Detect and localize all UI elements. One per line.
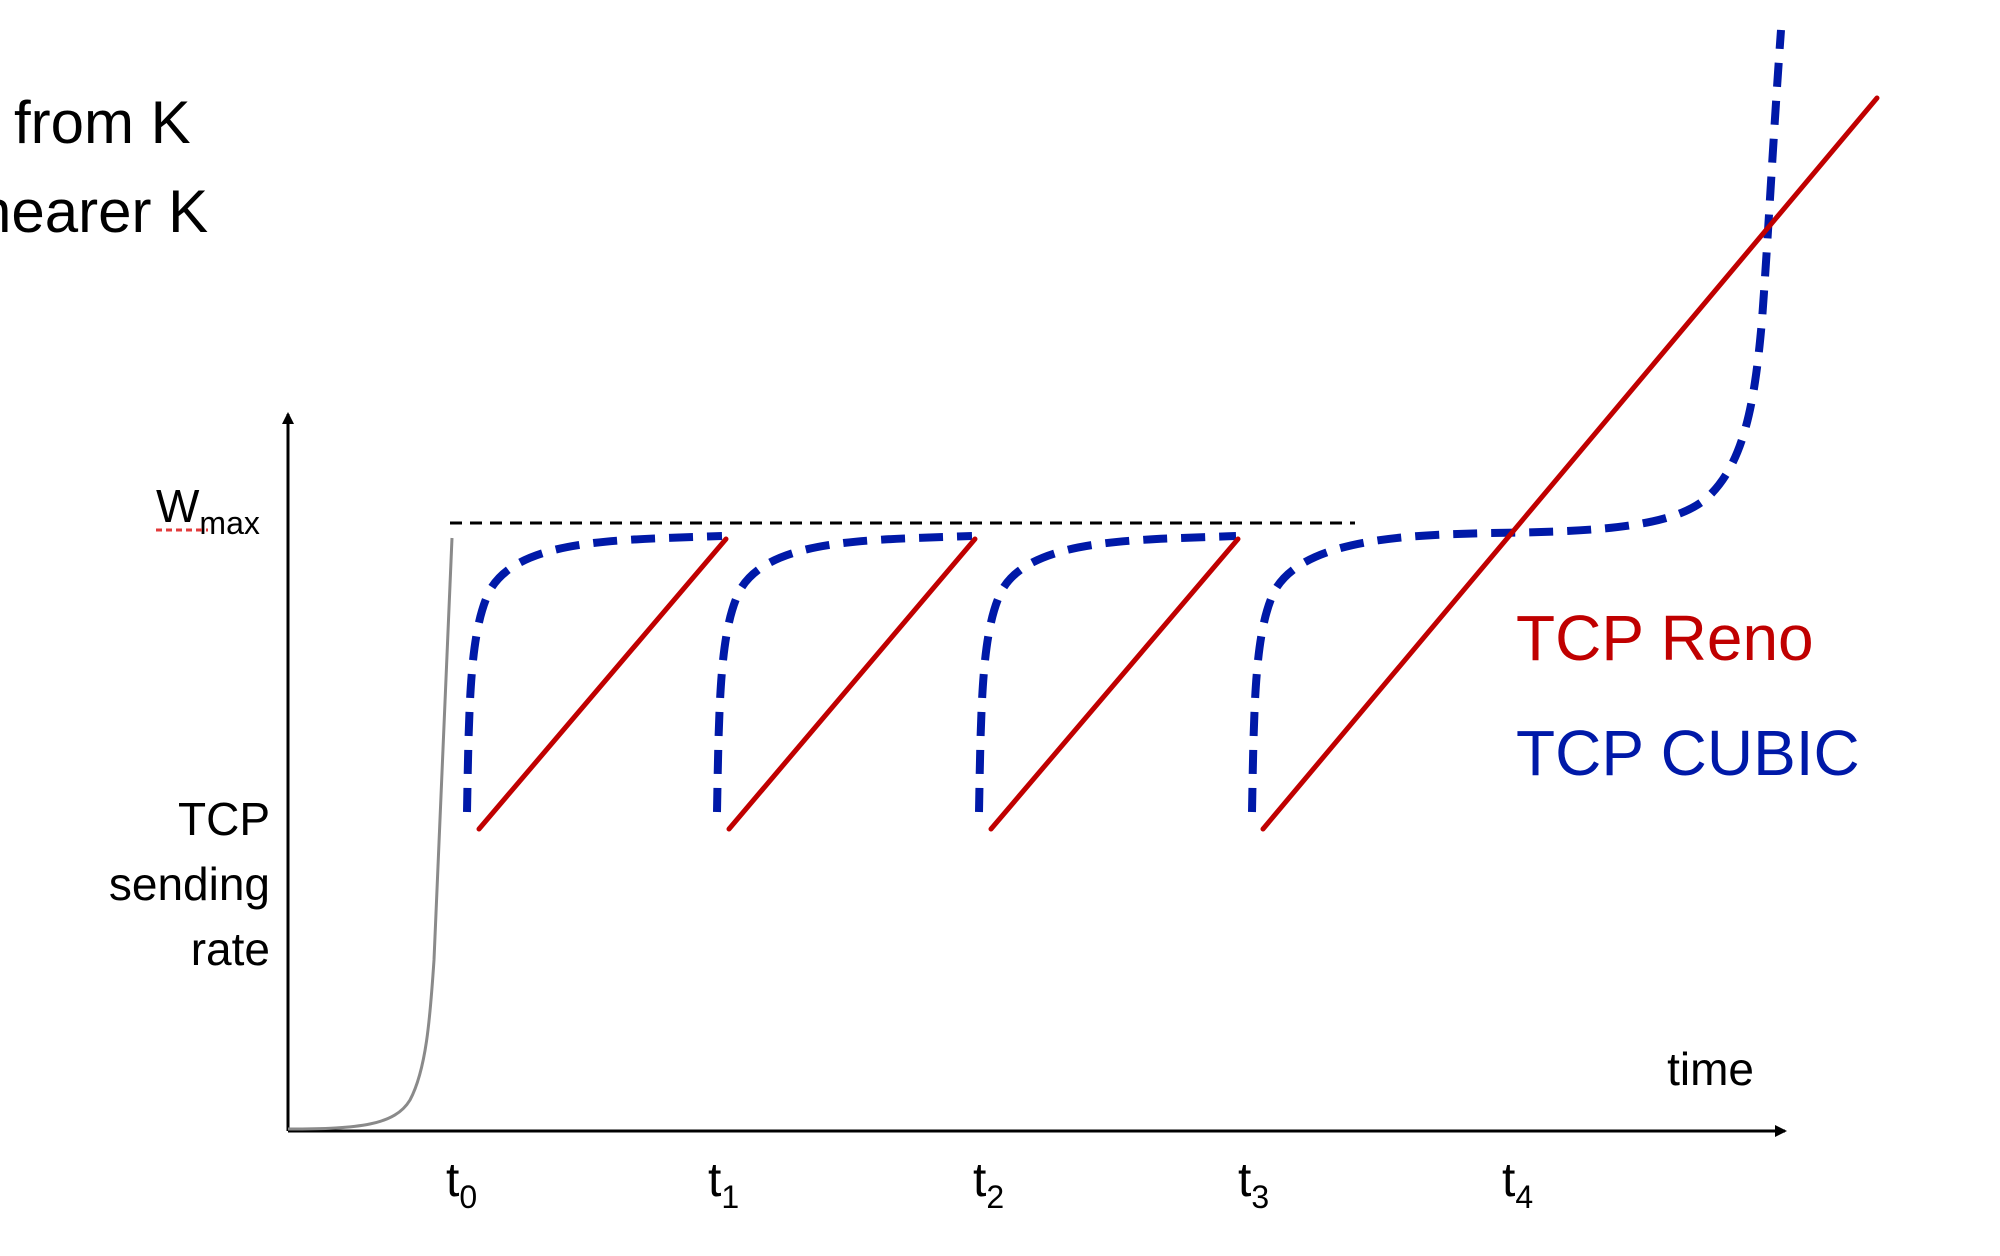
y-axis-label-line2: sending: [109, 858, 270, 910]
cubic-series: [463, 29, 1785, 813]
tick-t0: t0: [446, 1154, 477, 1215]
tick-t1-sub: 1: [721, 1179, 739, 1215]
reno-cycle-4: [1260, 95, 1880, 832]
fragment-text-line1: from K: [14, 89, 191, 156]
cubic-cycle-2: [713, 532, 973, 813]
y-axis-label-line3: rate: [191, 923, 270, 975]
reno-cycle-2: [726, 536, 978, 832]
y-axis-label-line1: TCP: [178, 793, 270, 845]
tick-t0-main: t: [446, 1154, 459, 1207]
fragment-text-line2: nearer K: [0, 178, 208, 245]
slow-start-curve: [287, 537, 454, 1131]
tick-t2-sub: 2: [986, 1179, 1004, 1215]
tick-labels: t0 t1 t2 t3 t4: [446, 1154, 1533, 1215]
tick-t1-main: t: [708, 1154, 721, 1207]
legend-reno: TCP Reno: [1516, 602, 1814, 674]
tick-t2: t2: [973, 1154, 1004, 1215]
tick-t3-main: t: [1238, 1154, 1251, 1207]
tick-t4-sub: 4: [1515, 1179, 1533, 1215]
tick-t3-sub: 3: [1251, 1179, 1269, 1215]
cubic-cycle-1: [463, 532, 723, 813]
tick-t0-sub: 0: [459, 1179, 477, 1215]
cubic-cycle-3: [975, 532, 1237, 813]
reno-series: [476, 95, 1880, 832]
tick-t4: t4: [1502, 1154, 1533, 1215]
reno-cycle-1: [476, 536, 729, 832]
wmax-subscript: max: [199, 505, 259, 541]
wmax-main: W: [156, 480, 200, 532]
reno-cycle-3: [988, 536, 1241, 832]
legend-cubic: TCP CUBIC: [1516, 717, 1860, 789]
x-axis-label: time: [1667, 1043, 1754, 1095]
tick-t2-main: t: [973, 1154, 986, 1207]
cubic-cycle-4: [1248, 29, 1785, 813]
legend: TCP Reno TCP CUBIC: [1516, 602, 1860, 789]
tick-t4-main: t: [1502, 1154, 1515, 1207]
wmax-label: Wmax: [156, 480, 260, 541]
tick-t1: t1: [708, 1154, 739, 1215]
tick-t3: t3: [1238, 1154, 1269, 1215]
